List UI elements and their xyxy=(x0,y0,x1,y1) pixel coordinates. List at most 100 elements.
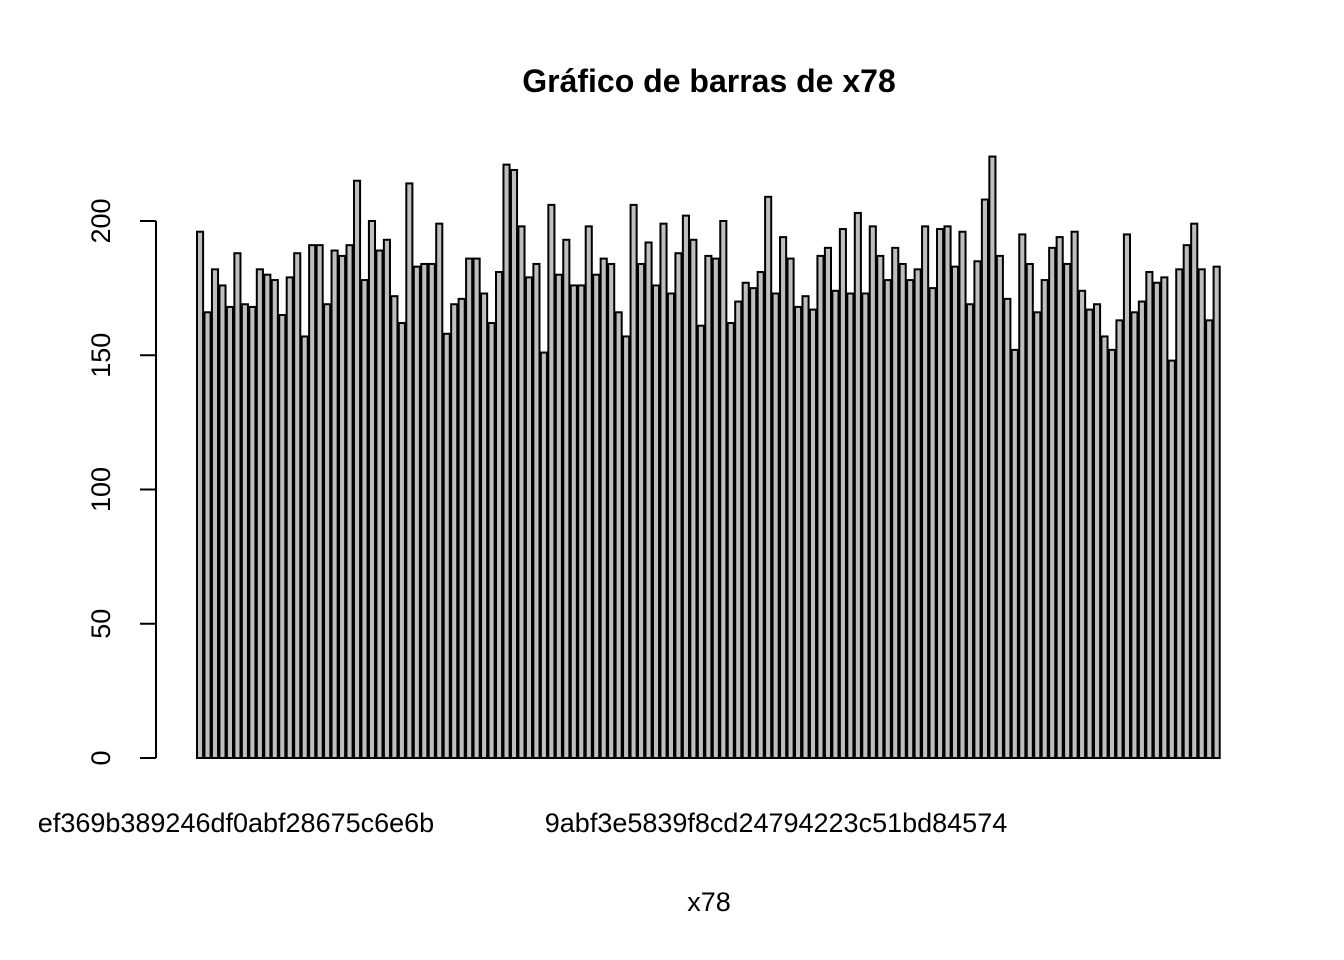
bar-122 xyxy=(1100,335,1109,759)
bar-78 xyxy=(771,292,780,759)
bar-34 xyxy=(442,332,451,759)
bar-129 xyxy=(1152,281,1161,759)
bar-80 xyxy=(786,257,795,759)
bar-79 xyxy=(779,236,788,760)
bar-70 xyxy=(711,257,720,759)
y-tick-label: 50 xyxy=(86,609,116,639)
bar-97 xyxy=(913,268,922,759)
bar-12 xyxy=(278,313,287,759)
y-axis: 0 50 100 150 200 xyxy=(86,198,157,766)
y-tick-label: 100 xyxy=(86,467,116,512)
bar-52 xyxy=(577,284,586,759)
bar-73 xyxy=(734,300,743,759)
bar-35 xyxy=(450,303,459,759)
bar-106 xyxy=(980,198,989,759)
bar-110 xyxy=(1010,348,1019,759)
bar-27 xyxy=(390,295,399,759)
bar-123 xyxy=(1107,348,1117,759)
bar-4 xyxy=(218,284,227,759)
bar-21 xyxy=(345,244,354,760)
bar-29 xyxy=(405,182,414,760)
bar-113 xyxy=(1033,311,1042,759)
bar-46 xyxy=(532,262,541,759)
bar-56 xyxy=(607,262,616,759)
bar-94 xyxy=(891,246,900,759)
bar-20 xyxy=(338,254,347,759)
bar-32 xyxy=(427,262,436,759)
bar-40 xyxy=(487,322,496,759)
bar-68 xyxy=(696,324,705,759)
bar-58 xyxy=(622,335,631,759)
bar-36 xyxy=(457,297,466,759)
bar-9 xyxy=(255,268,264,759)
chart-title: Gráfico de barras de x78 xyxy=(522,63,896,99)
bar-120 xyxy=(1085,308,1094,759)
bar-105 xyxy=(973,260,982,759)
bar-92 xyxy=(876,254,885,759)
bar-102 xyxy=(950,265,960,759)
bar-63 xyxy=(659,222,668,759)
bar-112 xyxy=(1025,262,1034,759)
bar-3 xyxy=(210,268,220,759)
bar-17 xyxy=(315,244,324,760)
bar-60 xyxy=(637,262,646,759)
bar-86 xyxy=(831,289,840,759)
bar-108 xyxy=(995,254,1004,759)
bar-82 xyxy=(801,295,810,759)
bar-128 xyxy=(1145,271,1154,759)
bar-121 xyxy=(1093,303,1102,759)
bar-124 xyxy=(1115,319,1124,759)
bar-91 xyxy=(868,225,877,759)
bar-31 xyxy=(420,262,429,759)
x-tick-labels: ef369b389246df0abf28675c6e6b 9abf3e5839f8… xyxy=(38,808,1007,838)
bar-95 xyxy=(898,262,907,759)
bar-88 xyxy=(846,292,855,759)
bar-76 xyxy=(756,271,765,759)
bar-71 xyxy=(719,220,728,759)
bar-125 xyxy=(1122,233,1132,760)
bar-62 xyxy=(651,284,661,759)
bar-126 xyxy=(1130,311,1139,759)
bar-117 xyxy=(1063,262,1072,759)
bar-137 xyxy=(1212,265,1221,759)
bar-136 xyxy=(1205,319,1214,759)
bar-81 xyxy=(794,305,803,759)
bar-28 xyxy=(397,322,406,759)
bar-103 xyxy=(958,230,967,760)
x-axis-label: x78 xyxy=(687,887,731,917)
bar-50 xyxy=(562,238,571,760)
bar-135 xyxy=(1197,268,1206,759)
bar-55 xyxy=(599,257,608,759)
bar-61 xyxy=(644,241,653,760)
bar-133 xyxy=(1182,244,1191,760)
bar-5 xyxy=(225,305,234,759)
bar-30 xyxy=(412,265,421,759)
bar-51 xyxy=(569,284,578,759)
bar-13 xyxy=(285,276,294,759)
bar-8 xyxy=(248,305,257,759)
bar-53 xyxy=(584,225,593,759)
bar-47 xyxy=(539,351,548,759)
bar-101 xyxy=(943,225,952,759)
bar-1 xyxy=(196,230,205,760)
bar-16 xyxy=(308,244,317,760)
bar-93 xyxy=(883,279,892,759)
bar-111 xyxy=(1018,233,1027,760)
y-tick-label: 0 xyxy=(86,750,116,765)
bar-37 xyxy=(465,257,474,759)
bar-24 xyxy=(367,220,377,759)
bar-116 xyxy=(1055,236,1064,760)
bar-7 xyxy=(240,303,249,759)
bar-89 xyxy=(853,211,862,759)
bar-127 xyxy=(1137,300,1146,759)
bar-118 xyxy=(1070,230,1079,760)
bar-65 xyxy=(674,252,683,759)
y-tick-label: 150 xyxy=(86,333,116,378)
bar-6 xyxy=(233,252,242,759)
bar-41 xyxy=(495,271,504,759)
bar-43 xyxy=(509,168,519,760)
bar-67 xyxy=(689,238,698,760)
bar-26 xyxy=(382,238,391,760)
bar-96 xyxy=(906,279,915,759)
